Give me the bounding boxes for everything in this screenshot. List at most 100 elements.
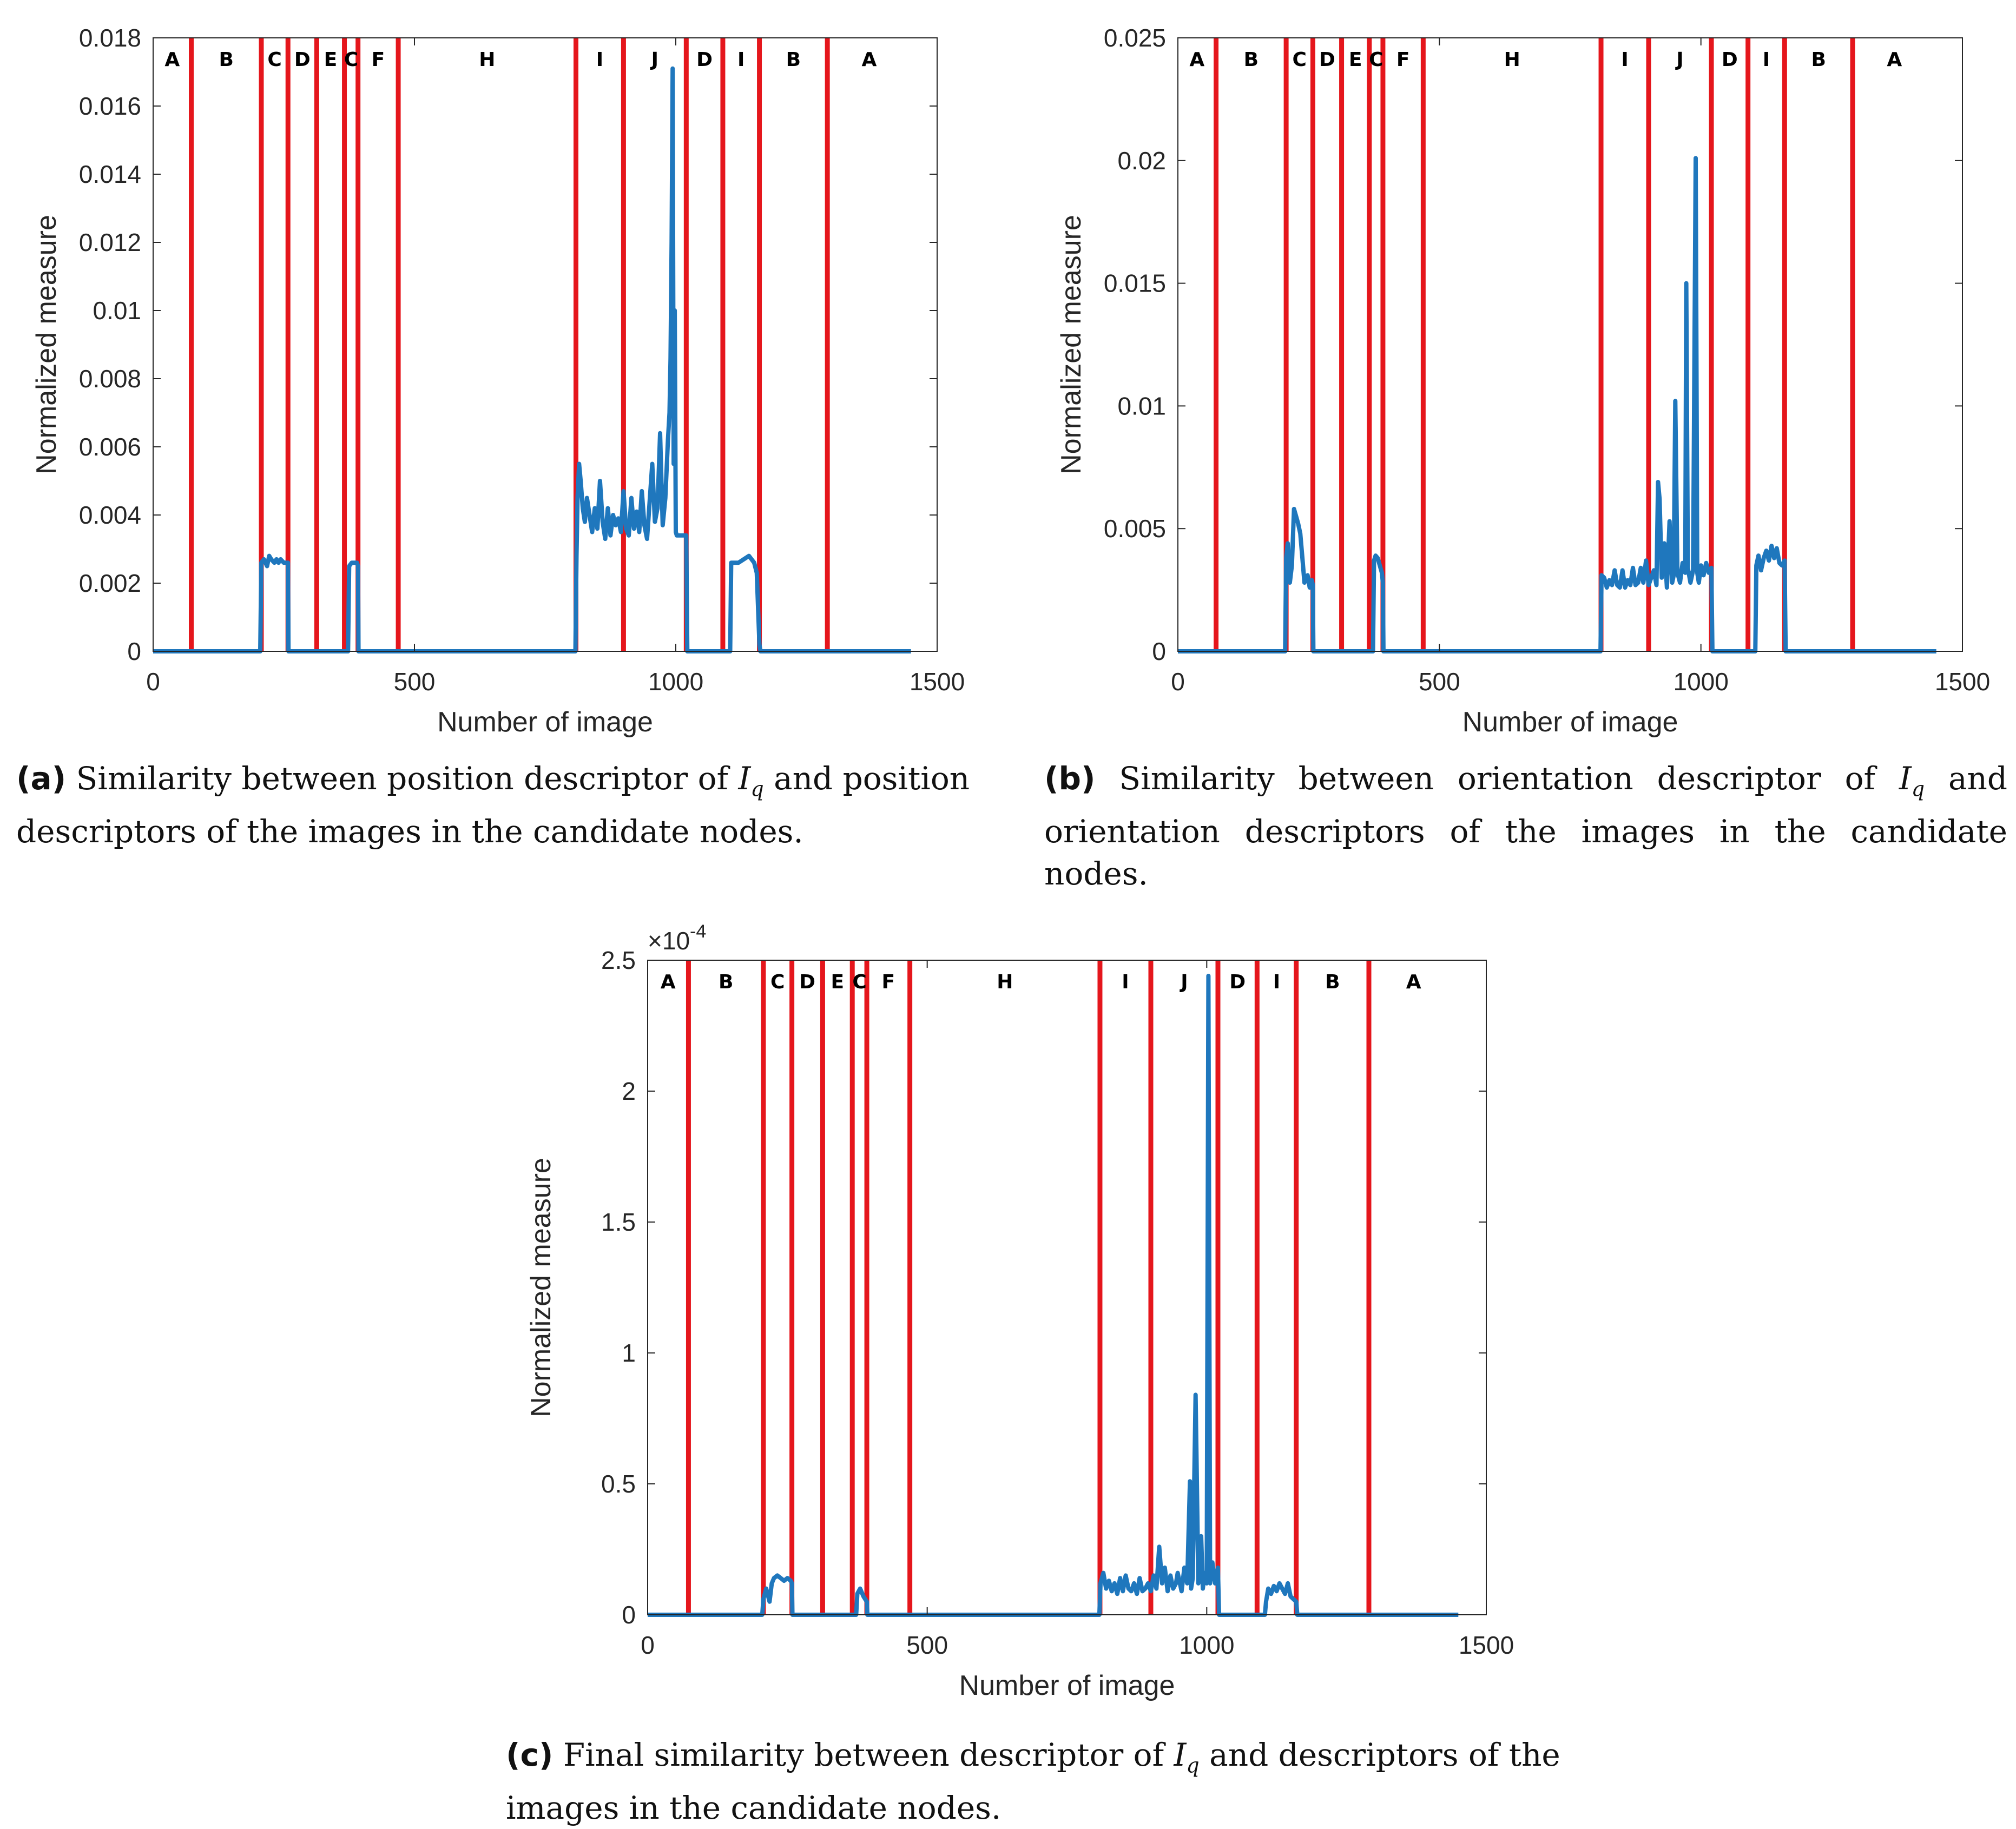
plot-area <box>1178 38 1962 651</box>
region-label-B: B <box>1325 971 1340 993</box>
y-tick-label: 0.005 <box>1104 514 1166 543</box>
y-tick-label: 0.016 <box>79 92 141 120</box>
caption-c-text-pre: Final similarity between descriptor of <box>563 1736 1174 1773</box>
y-tick-label: 0.025 <box>1104 24 1166 52</box>
x-tick-label: 500 <box>906 1631 948 1659</box>
x-tick-label: 1000 <box>648 668 703 696</box>
caption-c: (c) Final similarity between descriptor … <box>506 1734 1577 1829</box>
y-tick-label: 1 <box>622 1339 636 1367</box>
caption-b-text-post: and orientation descriptors of the image… <box>1044 760 2008 892</box>
caption-b: (b) Similarity between orientation descr… <box>1044 757 2007 895</box>
axes-box <box>1177 37 1963 652</box>
y-exponent-label: ×10-4 <box>648 921 706 955</box>
region-label-A: A <box>861 49 877 71</box>
region-label-I: I <box>1122 971 1129 993</box>
plot-area <box>153 38 937 651</box>
region-label-A: A <box>1887 49 1902 71</box>
y-tick-label: 0.004 <box>79 501 141 529</box>
caption-c-letter: (c) <box>506 1736 554 1773</box>
caption-a-symbol-base: I <box>738 760 751 797</box>
y-axis-label: Normalized measure <box>1056 215 1087 474</box>
y-tick-label: 0.014 <box>79 160 141 188</box>
region-label-C: C <box>267 49 281 71</box>
caption-b-text-pre: Similarity between orientation descripto… <box>1119 760 1899 797</box>
region-label-B: B <box>1244 49 1259 71</box>
chart-c: A B C D E C F H I J D I B A0 500 1000 150000.511.522.5Nu… <box>525 921 1514 1701</box>
region-label-E: E <box>831 971 845 993</box>
region-label-C: C <box>1293 49 1307 71</box>
plot-area <box>648 960 1486 1615</box>
y-tick-label: 0 <box>1152 637 1166 665</box>
region-label-I: I <box>596 49 603 71</box>
region-label-C: C <box>1369 49 1383 71</box>
region-label-I: I <box>737 49 745 71</box>
y-tick-label: 0.02 <box>1117 147 1166 175</box>
region-label-B: B <box>219 49 234 71</box>
caption-b-symbol-base: I <box>1899 760 1912 797</box>
region-label-J: J <box>1675 49 1683 71</box>
caption-a-text-post: and position descriptors of the images i… <box>16 760 970 850</box>
region-label-B: B <box>1811 49 1826 71</box>
caption-c-symbol-sub: q <box>1186 1753 1200 1778</box>
y-tick-label: 0.006 <box>79 433 141 461</box>
region-label-J: J <box>650 49 658 71</box>
region-label-A: A <box>164 49 180 71</box>
region-label-I: I <box>1763 49 1770 71</box>
y-tick-label: 2.5 <box>601 946 636 974</box>
y-tick-label: 0.01 <box>1117 392 1166 420</box>
x-tick-label: 1500 <box>910 668 965 696</box>
y-tick-label: 0 <box>622 1601 636 1629</box>
region-label-H: H <box>1504 49 1520 71</box>
caption-a-letter: (a) <box>16 760 67 797</box>
x-axis-label: Number of image <box>1462 706 1678 738</box>
region-label-D: D <box>1229 971 1246 993</box>
caption-a-text-pre: Similarity between position descriptor o… <box>76 760 739 797</box>
axes-box <box>153 37 938 652</box>
caption-b-symbol-sub: q <box>1911 777 1925 801</box>
region-label-E: E <box>324 49 338 71</box>
chart-a: A B C D E C F H I J D I B A0 500 1000 150000.0020.0040.0… <box>31 24 965 738</box>
region-label-F: F <box>1396 49 1410 71</box>
caption-b-letter: (b) <box>1044 760 1096 797</box>
region-label-A: A <box>1189 49 1204 71</box>
region-label-C: C <box>852 971 866 993</box>
region-label-D: D <box>294 49 311 71</box>
region-label-D: D <box>1319 49 1335 71</box>
region-label-A: A <box>1406 971 1421 993</box>
y-tick-label: 0.012 <box>79 228 141 256</box>
y-tick-label: 0.018 <box>79 24 141 52</box>
y-tick-label: 2 <box>622 1077 636 1105</box>
x-tick-label: 500 <box>394 668 436 696</box>
x-tick-label: 1000 <box>1673 668 1728 696</box>
region-label-B: B <box>786 49 801 71</box>
y-tick-label: 0.002 <box>79 569 141 597</box>
y-tick-label: 0.01 <box>93 296 141 325</box>
region-label-I: I <box>1621 49 1628 71</box>
y-tick-label: 0.008 <box>79 365 141 393</box>
caption-a-symbol: Iq <box>738 760 763 801</box>
y-tick-label: 0.015 <box>1104 269 1166 298</box>
y-tick-label: 1.5 <box>601 1208 636 1236</box>
caption-a: (a) Similarity between position descript… <box>16 757 985 853</box>
axes-box <box>647 960 1487 1615</box>
region-label-J: J <box>1179 971 1188 993</box>
x-tick-label: 500 <box>1419 668 1460 696</box>
y-tick-label: 0.5 <box>601 1470 636 1498</box>
y-axis-label: Normalized measure <box>31 215 62 474</box>
region-label-B: B <box>719 971 733 993</box>
region-label-A: A <box>661 971 676 993</box>
region-label-D: D <box>696 49 713 71</box>
region-label-F: F <box>372 49 385 71</box>
region-label-F: F <box>882 971 895 993</box>
caption-c-symbol: Iq <box>1174 1736 1200 1778</box>
x-tick-label: 0 <box>1171 668 1185 696</box>
x-axis-label: Number of image <box>437 706 653 738</box>
y-axis-label: Normalized measure <box>525 1158 557 1417</box>
x-tick-label: 1500 <box>1459 1631 1514 1659</box>
x-tick-label: 0 <box>641 1631 655 1659</box>
x-tick-label: 0 <box>146 668 160 696</box>
caption-a-symbol-sub: q <box>750 777 764 801</box>
chart-b: A B C D E C F H I J D I B A0 500 1000 150000.0050.010.01… <box>1056 24 1990 738</box>
x-axis-label: Number of image <box>959 1670 1175 1701</box>
